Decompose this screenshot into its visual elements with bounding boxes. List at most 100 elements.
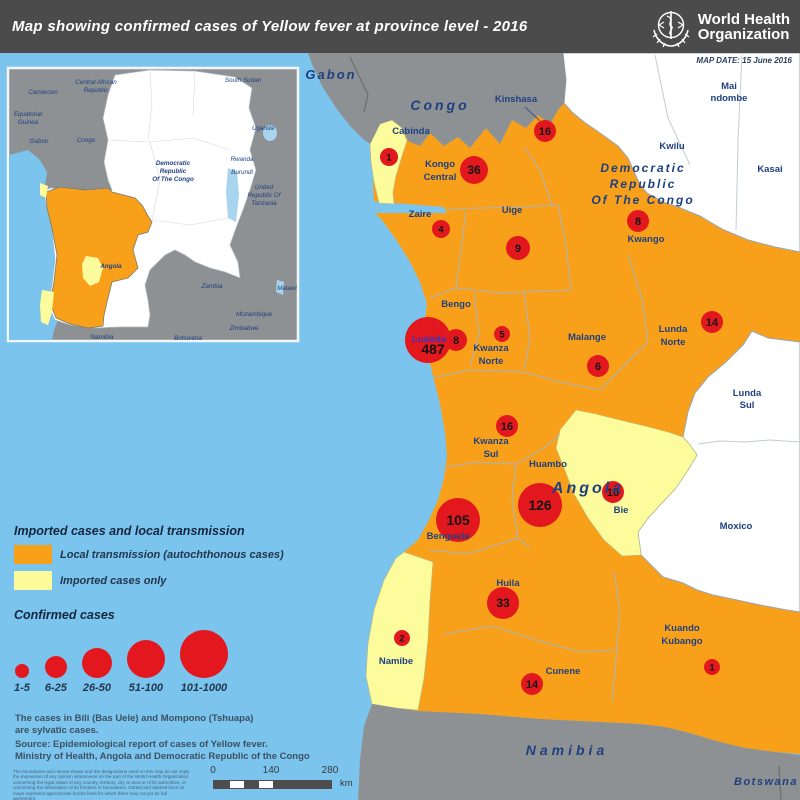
province-label-cabinda: Cabinda [392, 126, 430, 137]
legend-item-local: Local transmission (autochthonous cases) [14, 545, 284, 564]
case-count-huambo: 126 [528, 497, 552, 513]
case-circle-cunene [521, 673, 543, 695]
inset-lake-malawi [276, 280, 284, 295]
scale-bar: 0 140 280 km [206, 765, 376, 795]
source-note: Source: Epidemiological report of cases … [15, 739, 310, 763]
case-count-kongo-central: 36 [467, 163, 481, 177]
inset-label-angola: Angola [99, 263, 122, 270]
size-dot-1-5 [14, 664, 29, 678]
header-bar: Map showing confirmed cases of Yellow fe… [0, 0, 800, 53]
who-disclaimer: The boundaries and names shown and the d… [13, 769, 190, 800]
imported-only-label: Imported cases only [60, 574, 167, 587]
no-cases-region-north [562, 53, 800, 253]
country-label-botswana: Botswana [734, 776, 798, 788]
leader-line-kinshasa [524, 106, 541, 122]
province-label-kinshasa: Kinshasa [495, 94, 538, 105]
inset-label-rwanda: Rwanda [230, 156, 254, 163]
case-circle-uige [506, 236, 530, 260]
inset-lake-victoria [263, 125, 277, 141]
province-label-kwilu: Kwilu [659, 141, 685, 152]
case-circle-huambo [518, 483, 562, 527]
case-circle-zaire [432, 220, 450, 238]
case-count-kuando-kubango: 1 [709, 662, 715, 673]
legend: Imported cases and local transmission Lo… [14, 524, 284, 694]
inset-namibe [40, 290, 54, 325]
province-label-uige: Uige [502, 205, 523, 216]
country-label-namibia: Namibia [526, 742, 608, 758]
case-circle-namibe [394, 630, 410, 646]
province-label-kwanza-sul: Kwanza Sul [473, 436, 509, 460]
case-count-kwango: 8 [635, 216, 641, 228]
case-circle-benguela [436, 498, 480, 542]
country-label-congo: Congo [410, 97, 469, 113]
case-circle-malange [587, 355, 609, 377]
size-label-101-1000: 101-1000 [180, 682, 228, 694]
size-class-51-100: 51-100 [126, 640, 165, 694]
size-dot-26-50 [81, 648, 112, 678]
province-label-huila: Huila [496, 578, 520, 589]
province-label-moxico: Moxico [720, 521, 753, 532]
size-class-1-5: 1-5 [14, 664, 30, 694]
inset-label-zambia: Zambia [201, 283, 223, 290]
gabon-congo-region [308, 53, 566, 148]
circle-size-legend: 1-5 6-25 26-50 51-100 101-1000 [14, 628, 284, 694]
inset-label-gabon: Gabon [30, 138, 49, 145]
inset-label-zimbabwe: Zimbabwe [228, 325, 259, 332]
inset-label-congo: Congo [77, 137, 96, 144]
scale-tick-140: 140 [262, 765, 280, 776]
case-circle-kwango [627, 210, 649, 232]
page-title: Map showing confirmed cases of Yellow fe… [12, 18, 528, 35]
case-circles-layer [380, 120, 723, 695]
who-wordmark-line2: Organization [697, 25, 790, 43]
country-label-gabon: Gabon [305, 67, 356, 82]
legend-cases-title: Confirmed cases [14, 608, 115, 622]
scale-tick-280: 280 [321, 765, 339, 776]
size-dot-101-1000 [179, 630, 228, 678]
case-circle-kongo-central [460, 156, 488, 184]
province-label-bengo: Bengo [441, 299, 471, 310]
province-label-lunda-sul: Lunda Sul [733, 388, 762, 411]
case-circle-bie [602, 481, 624, 503]
who-logo: World Health Organization [650, 4, 800, 50]
size-dot-51-100 [126, 640, 165, 678]
province-label-kwanza-norte: Kwanza Norte [473, 343, 509, 367]
case-count-zaire: 4 [438, 224, 444, 235]
inset-lake-tanganyika [226, 168, 239, 222]
case-count-lunda-norte: 14 [706, 317, 719, 329]
legend-transmission-title: Imported cases and local transmission [14, 524, 245, 538]
inset-label-equatorial-guinea: Equatorial Guinea [14, 111, 43, 126]
case-circle-huila [487, 587, 519, 619]
case-circle-kuando-kubango [704, 659, 720, 675]
inset-province-lines [107, 71, 231, 226]
who-emblem-icon [652, 10, 690, 47]
size-label-26-50: 26-50 [82, 682, 111, 694]
case-circle-kwanza-norte [494, 326, 510, 342]
sylvatic-note: The cases in Bili (Bas Uele) and Mompono… [15, 713, 253, 737]
case-count-namibe: 2 [399, 633, 404, 644]
case-count-cabinda: 1 [386, 152, 392, 163]
imported-only-swatch [14, 571, 52, 590]
inset-label-cameroon: Cameroon [28, 89, 58, 96]
province-label-luanda: Luanda [412, 334, 446, 345]
province-label-zaire: Zaire [409, 209, 432, 220]
province-label-bie: Bie [614, 505, 629, 516]
size-class-101-1000: 101-1000 [179, 630, 228, 694]
scale-unit: km [340, 778, 353, 789]
province-label-cunene: Cunene [546, 666, 581, 677]
province-label-lunda-norte: Lunda Norte [659, 324, 688, 348]
case-count-cunene: 14 [526, 679, 539, 691]
inset-label-malawi: Malawi [277, 285, 297, 292]
province-label-huambo: Huambo [529, 459, 567, 470]
size-class-6-25: 6-25 [45, 656, 67, 694]
legend-item-imported: Imported cases only [14, 571, 284, 590]
who-wordmark: World Health Organization [698, 12, 790, 42]
inset-label-mozambique: Mozambique [236, 311, 273, 318]
case-count-kwanza-norte: 5 [499, 329, 505, 340]
source-note-line2: Ministry of Health, Angola and Democrati… [15, 751, 310, 762]
namibia-botswana-region [358, 704, 800, 800]
inset-label-burundi: Burundi [231, 169, 253, 176]
sylvatic-note-line1: The cases in Bili (Bas Uele) and Mompono… [15, 713, 254, 724]
inset-angola-region [45, 186, 153, 329]
